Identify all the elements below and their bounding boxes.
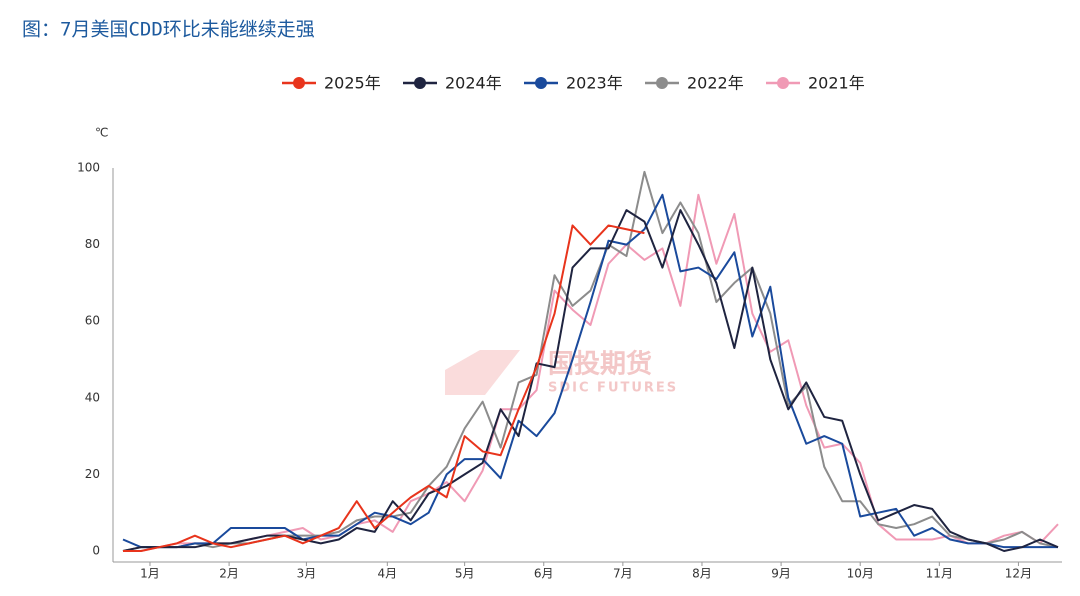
- y-axis-label: ℃: [95, 126, 108, 140]
- x-tick-label: 3月: [297, 567, 317, 581]
- watermark-sub: SDIC FUTURES: [548, 381, 678, 396]
- series-line: [123, 224, 645, 552]
- legend-label: 2024年: [445, 74, 502, 93]
- x-tick-label: 9月: [771, 567, 791, 581]
- x-tick-label: 6月: [534, 567, 554, 581]
- series-line: [123, 193, 1059, 552]
- x-tick-label: 1月: [140, 567, 160, 581]
- legend-label: 2021年: [808, 74, 865, 93]
- legend-marker: [293, 77, 305, 89]
- x-tick-label: 12月: [1005, 567, 1032, 581]
- series-line: [122, 209, 1059, 552]
- x-tick-label: 5月: [455, 567, 475, 581]
- y-tick-label: 100: [77, 161, 100, 175]
- legend-marker: [777, 77, 789, 89]
- legend-label: 2025年: [324, 74, 381, 93]
- x-tick-label: 10月: [847, 567, 874, 581]
- y-tick-label: 80: [85, 237, 100, 251]
- watermark-logo: [445, 350, 520, 395]
- legend-marker: [656, 77, 668, 89]
- legend-label: 2022年: [687, 74, 744, 93]
- legend-marker: [535, 77, 547, 89]
- y-tick-label: 0: [92, 544, 100, 558]
- y-tick-label: 60: [85, 314, 100, 328]
- y-tick-label: 40: [85, 390, 100, 404]
- legend-label: 2023年: [566, 74, 623, 93]
- series-line: [122, 193, 1058, 549]
- x-tick-label: 8月: [692, 567, 712, 581]
- chart-title: 图：7月美国CDD环比未能继续走强: [22, 19, 315, 41]
- x-tick-label: 2月: [219, 567, 239, 581]
- x-tick-label: 4月: [377, 567, 397, 581]
- legend-marker: [414, 77, 426, 89]
- watermark: 国投期货: [548, 349, 652, 380]
- y-tick-label: 20: [85, 467, 100, 481]
- x-tick-label: 11月: [926, 567, 953, 581]
- x-tick-label: 7月: [613, 567, 633, 581]
